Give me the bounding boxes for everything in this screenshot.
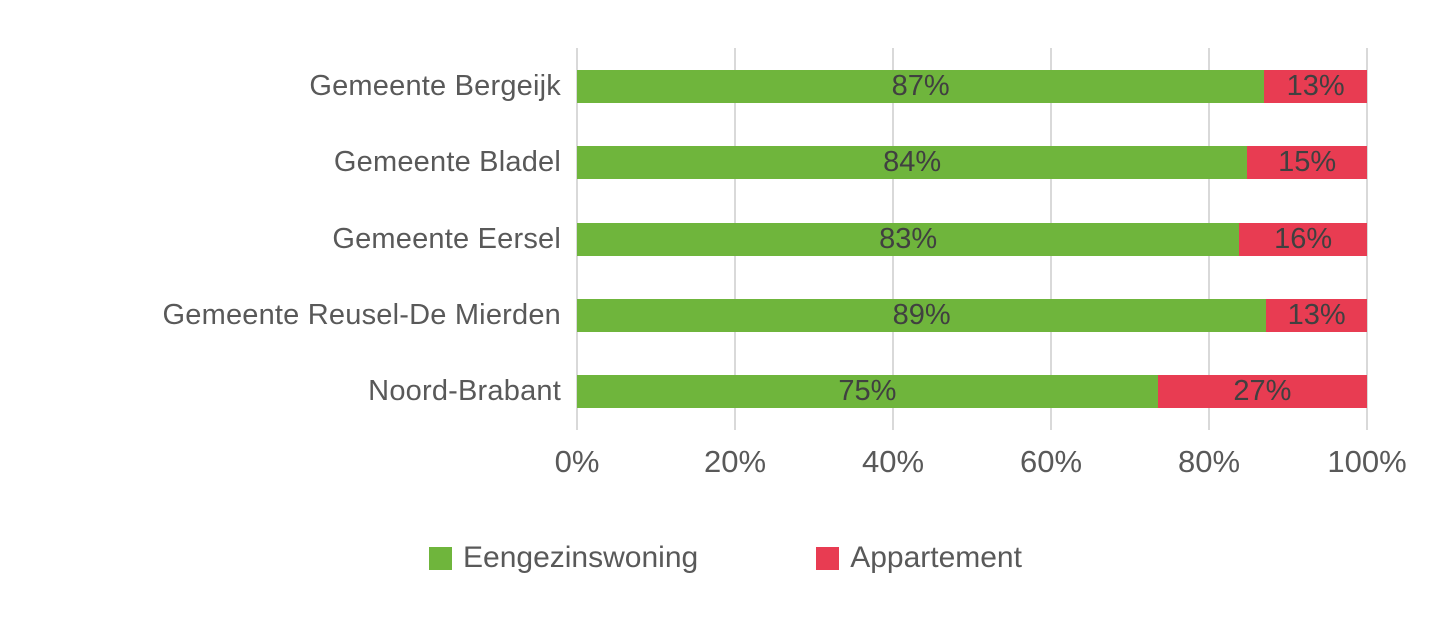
legend-item-appartement: Appartement <box>816 541 1022 575</box>
data-label: 15% <box>1278 146 1337 179</box>
bar-rows: 87% 13% 84% 15% 83% 16% 89% 13% 75% 27% <box>577 48 1367 430</box>
category-labels: Gemeente Bergeijk Gemeente Bladel Gemeente… <box>0 48 561 430</box>
legend-label: Appartement <box>850 541 1022 574</box>
bar-segment-appartement: 27% <box>1157 375 1367 409</box>
bar-row: 83% 16% <box>577 201 1367 277</box>
bar-row: 84% 15% <box>577 124 1367 200</box>
category-label: Noord-Brabant <box>368 375 561 408</box>
data-label: 87% <box>891 69 950 102</box>
bar-segment-appartement: 13% <box>1266 298 1367 332</box>
bar-track: 75% 27% <box>577 375 1367 409</box>
category-label: Gemeente Reusel-De Mierden <box>162 298 561 331</box>
legend: Eengezinswoning Appartement <box>0 541 1451 575</box>
bar-segment-eengezinswoning: 84% <box>577 146 1248 180</box>
data-label: 75% <box>838 375 897 408</box>
legend-swatch-red-icon <box>816 546 840 570</box>
legend-item-eengezinswoning: Eengezinswoning <box>429 541 698 575</box>
x-axis: 0% 20% 40% 60% 80% 100% <box>555 444 1407 488</box>
category-label: Gemeente Bergeijk <box>309 69 561 102</box>
data-label: 27% <box>1233 375 1292 408</box>
x-axis-tick: 100% <box>1327 444 1407 479</box>
bar-segment-eengezinswoning: 75% <box>577 375 1158 409</box>
x-axis-tick: 20% <box>703 444 767 479</box>
data-label: 16% <box>1274 222 1333 255</box>
legend-label: Eengezinswoning <box>463 541 699 574</box>
bar-row: 89% 13% <box>577 277 1367 353</box>
gridline <box>1366 48 1368 430</box>
x-axis-tick: 40% <box>861 444 925 479</box>
bar-segment-appartement: 16% <box>1239 222 1367 256</box>
bar-segment-eengezinswoning: 83% <box>577 222 1240 256</box>
bar-segment-eengezinswoning: 87% <box>577 69 1265 103</box>
bar-track: 89% 13% <box>577 298 1367 332</box>
x-axis-tick: 60% <box>1019 444 1083 479</box>
bar-row: 75% 27% <box>577 354 1367 430</box>
data-label: 13% <box>1286 69 1345 102</box>
x-axis-tick: 80% <box>1177 444 1241 479</box>
data-label: 84% <box>883 146 942 179</box>
data-label: 13% <box>1287 298 1346 331</box>
bar-segment-eengezinswoning: 89% <box>577 298 1267 332</box>
legend-swatch-green-icon <box>429 546 453 570</box>
bar-segment-appartement: 15% <box>1247 146 1367 180</box>
data-label: 89% <box>892 298 951 331</box>
bar-track: 83% 16% <box>577 222 1367 256</box>
bar-track: 87% 13% <box>577 69 1367 103</box>
x-axis-tick: 0% <box>554 444 600 479</box>
data-label: 83% <box>879 222 938 255</box>
plot-area: 87% 13% 84% 15% 83% 16% 89% 13% 75% 27% <box>576 48 1368 430</box>
category-label: Gemeente Bladel <box>333 146 561 179</box>
category-label: Gemeente Eersel <box>332 222 561 255</box>
bar-row: 87% 13% <box>577 48 1367 124</box>
bar-track: 84% 15% <box>577 146 1367 180</box>
bar-segment-appartement: 13% <box>1264 69 1367 103</box>
